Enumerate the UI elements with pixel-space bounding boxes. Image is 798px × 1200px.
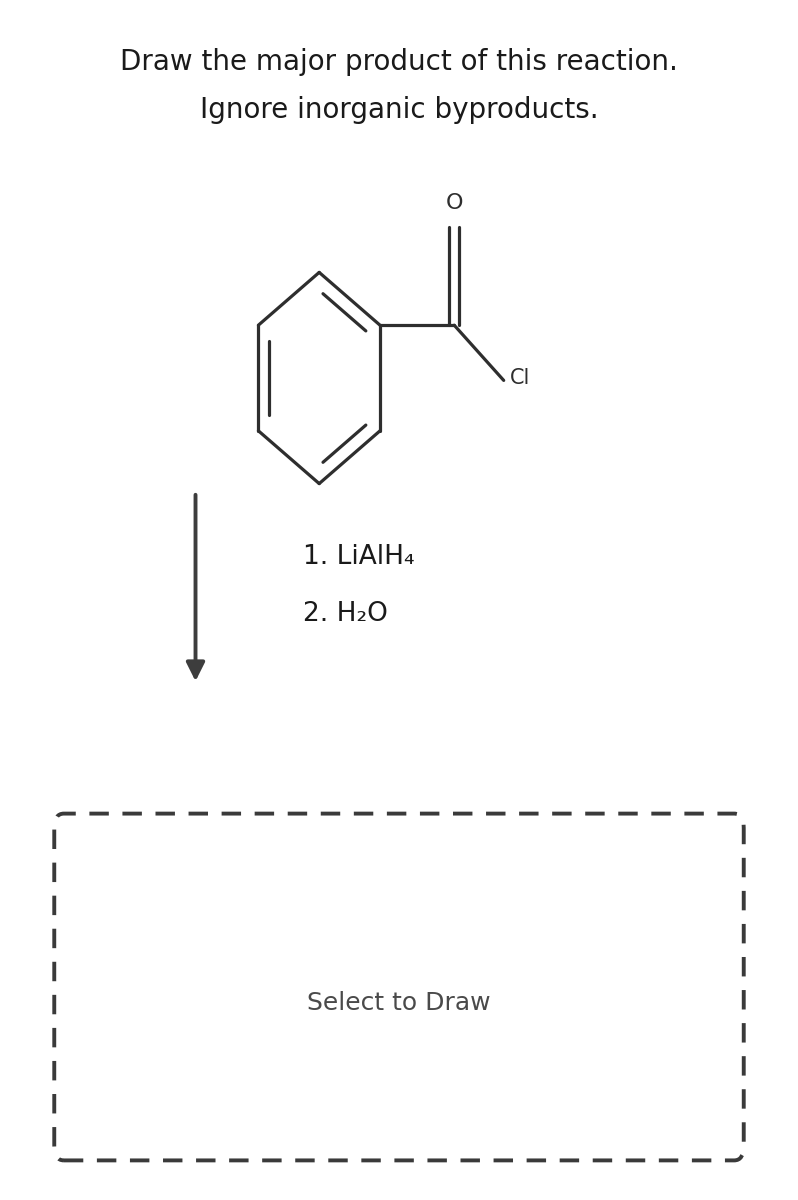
- Text: Ignore inorganic byproducts.: Ignore inorganic byproducts.: [200, 96, 598, 125]
- Text: O: O: [445, 193, 463, 212]
- Text: Select to Draw: Select to Draw: [307, 991, 491, 1015]
- Text: 2. H₂O: 2. H₂O: [303, 601, 388, 628]
- Text: Draw the major product of this reaction.: Draw the major product of this reaction.: [120, 48, 678, 77]
- Text: Cl: Cl: [510, 368, 531, 388]
- Text: 1. LiAlH₄: 1. LiAlH₄: [303, 544, 415, 570]
